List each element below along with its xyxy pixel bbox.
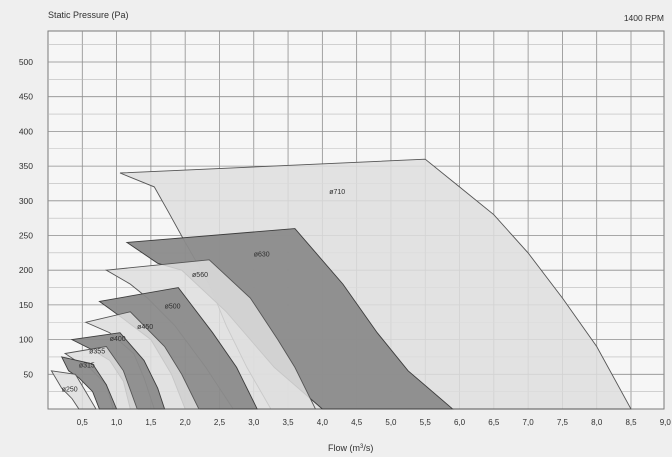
x-axis-title-main: Flow (m <box>328 443 360 453</box>
x-tick-label: 1,5 <box>145 418 157 427</box>
fan-label-1: ø630 <box>254 251 270 258</box>
fan-regions: ø710 ø630 ø560 ø500 ø450 ø400 ø355 ø315 ø250 <box>50 158 632 410</box>
x-axis-title-sup: 3 <box>360 444 364 450</box>
x-tick-label: 8,0 <box>591 418 603 427</box>
fan-label-8: ø250 <box>62 387 78 394</box>
x-tick-label: 0,5 <box>77 418 89 427</box>
x-tick-label: 7,0 <box>523 418 535 427</box>
y-tick-label: 150 <box>19 300 33 310</box>
fan-label-6: ø355 <box>89 348 105 355</box>
x-tick-label: 3,0 <box>248 418 260 427</box>
x-tick-label: 9,0 <box>660 418 672 427</box>
x-tick-label: 2,5 <box>214 418 226 427</box>
fan-region-7 <box>60 356 118 410</box>
y-tick-label: 250 <box>19 231 33 241</box>
fan-region-8 <box>50 370 97 410</box>
fan-label-7: ø315 <box>79 362 95 369</box>
x-tick-label: 7,5 <box>557 418 569 427</box>
x-tick-label: 4,0 <box>317 418 329 427</box>
x-tick-label: 4,5 <box>351 418 363 427</box>
x-tick-label: 3,5 <box>282 418 294 427</box>
y-tick-label: 450 <box>19 92 33 102</box>
y-axis-title: Static Pressure (Pa) <box>48 10 129 20</box>
fan-label-5: ø400 <box>110 336 126 343</box>
x-tick-label: 6,5 <box>488 418 500 427</box>
fan-label-3: ø500 <box>165 303 181 310</box>
x-tick-label: 8,5 <box>625 418 637 427</box>
fan-label-2: ø560 <box>192 272 208 279</box>
fan-label-4: ø450 <box>137 324 153 331</box>
y-tick-label: 350 <box>19 161 33 171</box>
x-axis-title-tail: /s) <box>363 443 373 453</box>
y-tick-label: 100 <box>19 335 33 345</box>
y-tick-label: 200 <box>19 265 33 275</box>
y-tick-label: 300 <box>19 196 33 206</box>
x-tick-label: 5,5 <box>420 418 432 427</box>
x-tick-label: 2,0 <box>180 418 192 427</box>
x-tick-label: 6,0 <box>454 418 466 427</box>
rpm-note: 1400 RPM <box>624 13 664 23</box>
y-tick-label: 400 <box>19 126 33 136</box>
y-tick-label: 50 <box>24 369 34 379</box>
fan-label-0: ø710 <box>329 189 345 196</box>
x-tick-label: 1,0 <box>111 418 123 427</box>
x-axis-title: Flow (m3/s) <box>328 443 373 453</box>
y-tick-label: 500 <box>19 57 33 67</box>
axis-tick-labels: 0,5 1,0 1,5 2,0 2,5 3,0 3,5 4,0 4,5 5,0 5,5 6,0 6,5 7… <box>19 57 672 427</box>
x-tick-label: 5,0 <box>385 418 397 427</box>
